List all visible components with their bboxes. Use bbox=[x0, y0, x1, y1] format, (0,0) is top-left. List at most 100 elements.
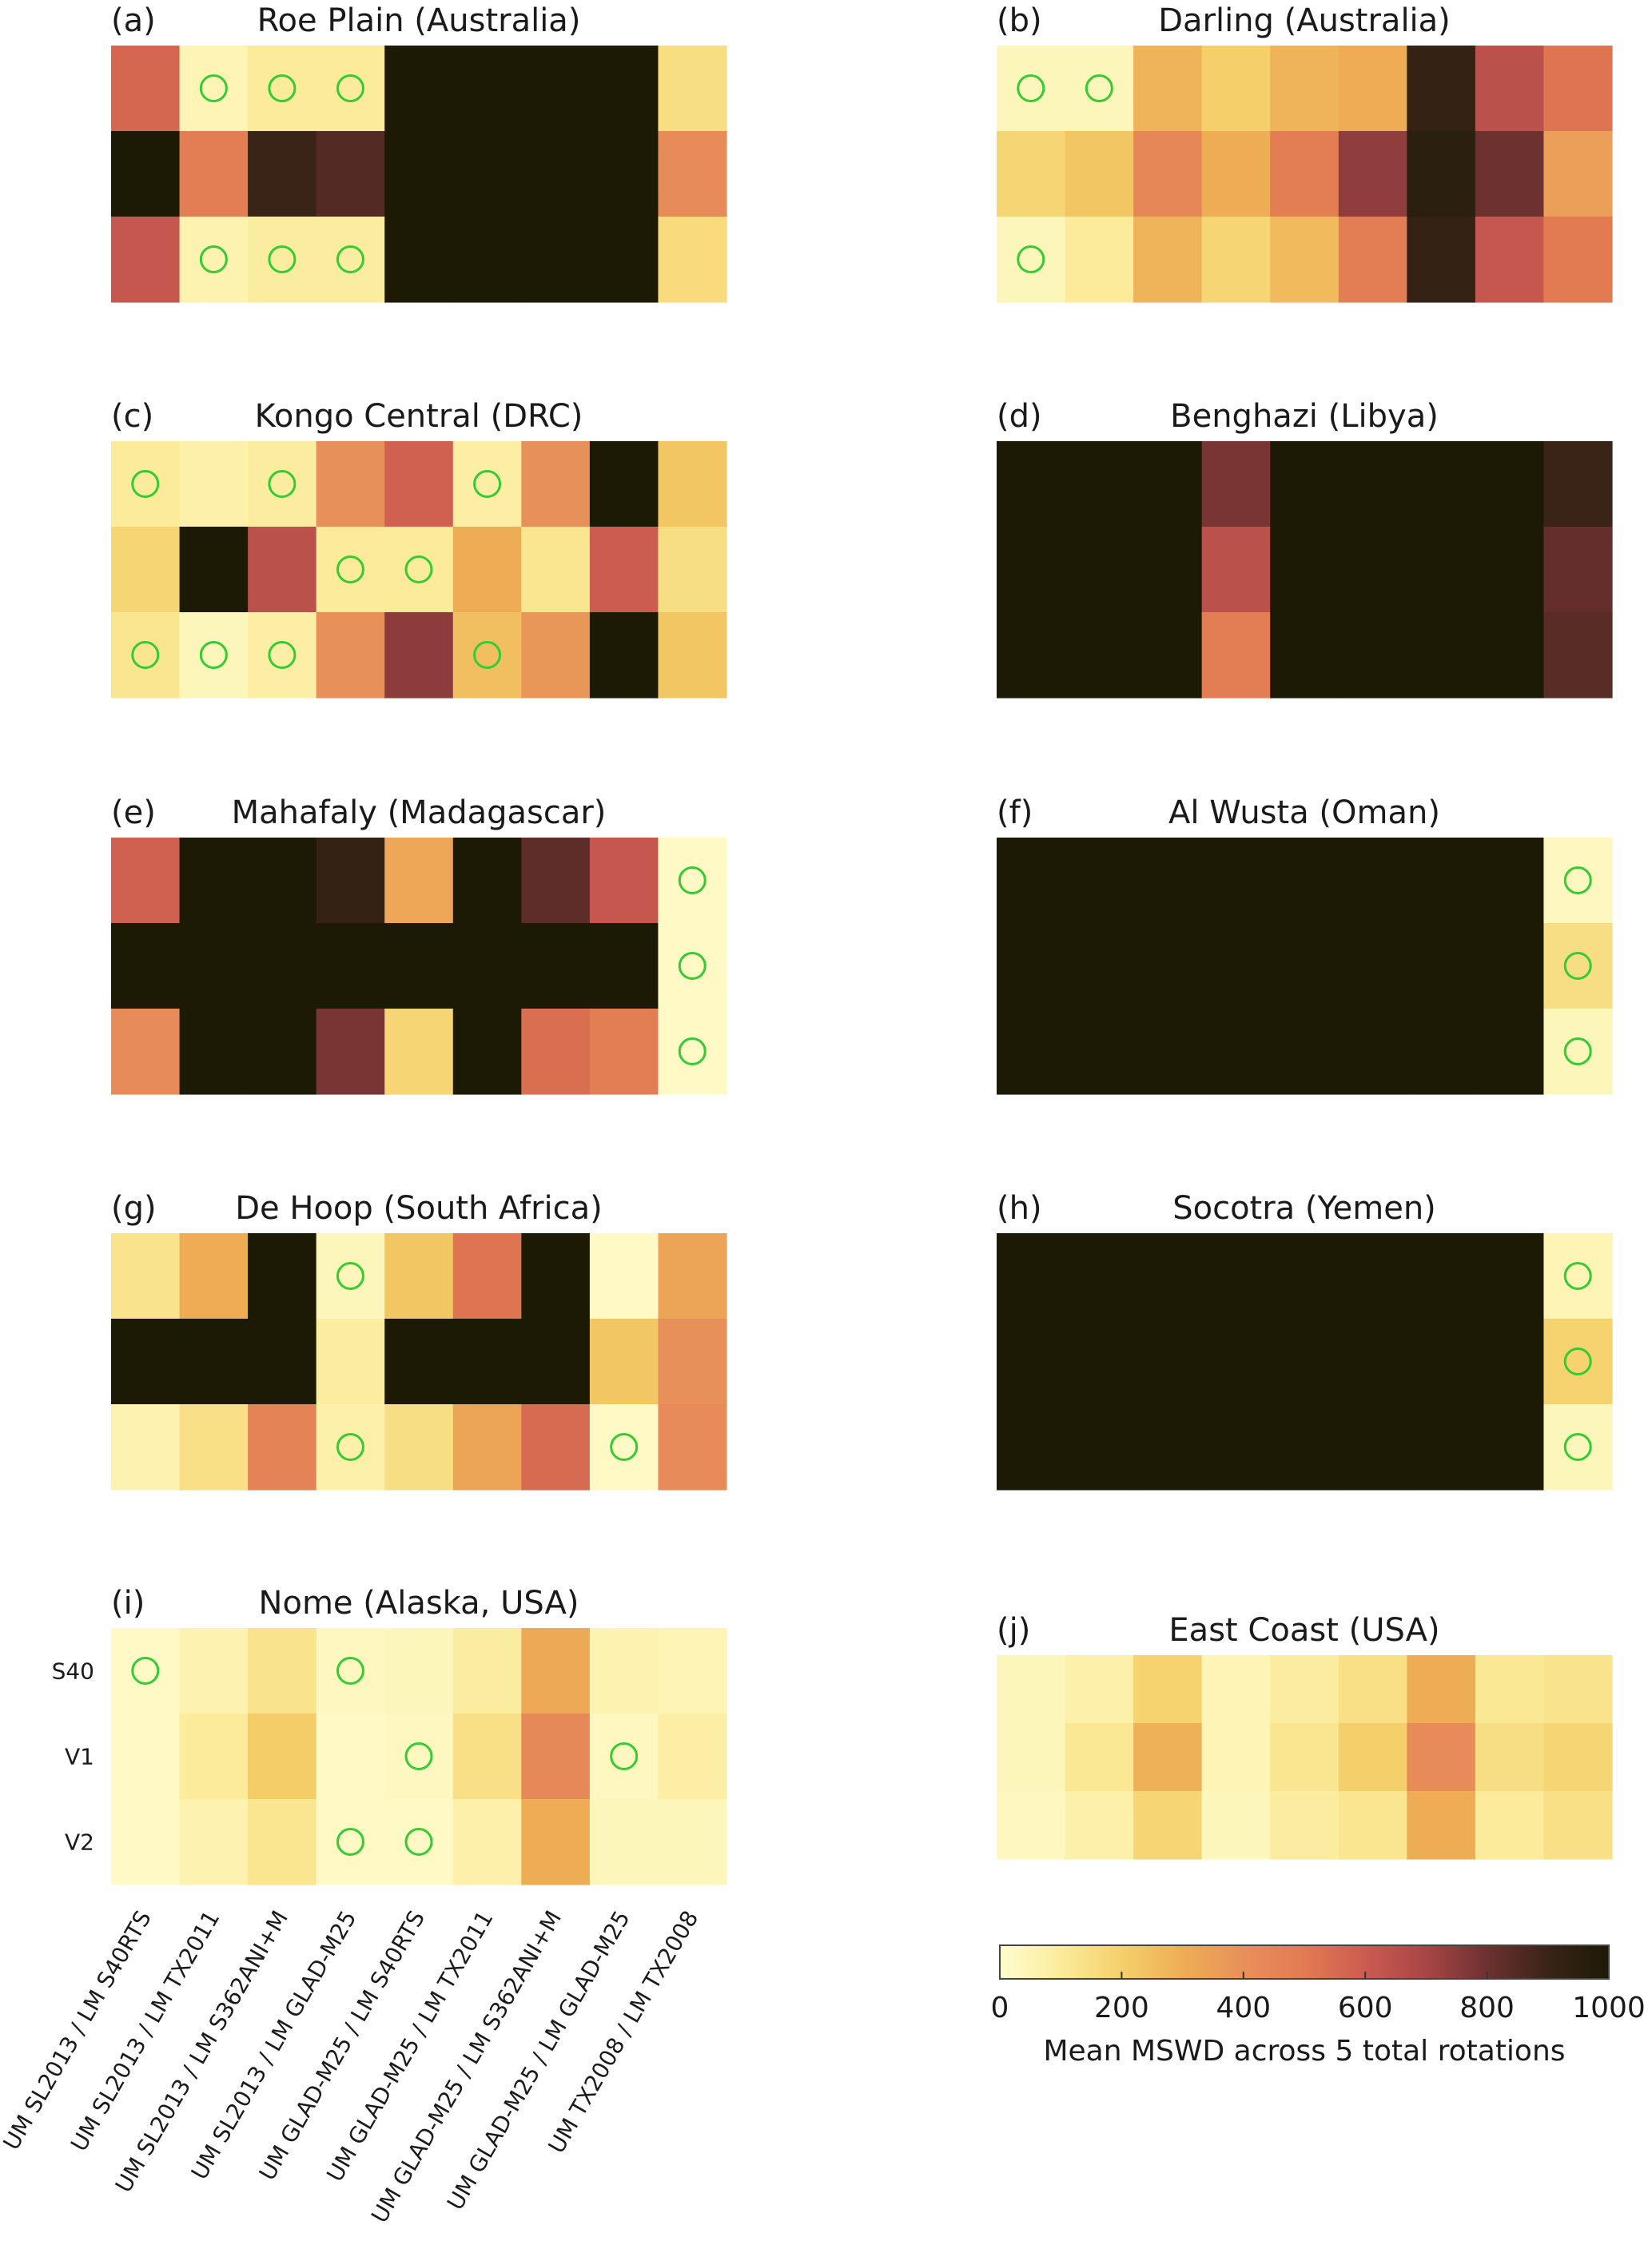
heatmap-cell bbox=[1201, 217, 1271, 303]
heatmap-cell bbox=[997, 131, 1066, 217]
heatmap-cell bbox=[1065, 217, 1134, 303]
heatmap-cell bbox=[1475, 527, 1545, 613]
heatmap-cell bbox=[1475, 1233, 1545, 1320]
heatmap-cell bbox=[589, 923, 659, 1009]
best-fit-marker bbox=[268, 74, 297, 102]
heatmap-cell bbox=[1065, 1404, 1134, 1491]
heatmap-cell bbox=[1065, 441, 1134, 527]
heatmap-cell bbox=[1133, 612, 1203, 699]
best-fit-marker bbox=[199, 641, 228, 669]
panel-label: (a) bbox=[111, 2, 156, 39]
heatmap-cell bbox=[1543, 923, 1613, 1009]
heatmap-cell bbox=[111, 838, 181, 924]
heatmap-cell bbox=[1065, 923, 1134, 1009]
panel-d: (d) Benghazi (Libya) bbox=[997, 398, 1613, 699]
heatmap-cell bbox=[1201, 441, 1271, 527]
heatmap-cell bbox=[384, 1799, 454, 1885]
heatmap-cell bbox=[111, 923, 181, 1009]
heatmap-cell bbox=[1543, 1319, 1613, 1405]
heatmap-cell bbox=[452, 46, 522, 132]
heatmap-cell bbox=[1338, 441, 1407, 527]
heatmap-cell bbox=[1407, 46, 1476, 132]
heatmap-cell bbox=[384, 527, 454, 613]
panel-title: Mahafaly (Madagascar) bbox=[232, 794, 607, 831]
heatmap-cell bbox=[384, 1233, 454, 1320]
heatmap-cell bbox=[111, 1714, 181, 1800]
heatmap-cell bbox=[248, 1404, 317, 1491]
heatmap-cell bbox=[997, 441, 1066, 527]
heatmap-cell bbox=[179, 1714, 249, 1800]
heatmap-cell bbox=[1407, 527, 1476, 613]
best-fit-marker bbox=[131, 1657, 160, 1685]
panel-label: (f) bbox=[997, 794, 1033, 831]
heatmap-cell bbox=[1065, 46, 1134, 132]
colorbar-tick-label: 0 bbox=[991, 1992, 1009, 2024]
heatmap-cell bbox=[179, 1233, 249, 1320]
best-fit-marker bbox=[336, 245, 364, 273]
best-fit-marker bbox=[678, 952, 707, 980]
heatmap-cell bbox=[111, 131, 181, 217]
panel-label: (i) bbox=[111, 1585, 145, 1622]
best-fit-marker bbox=[1563, 1037, 1592, 1065]
heatmap-cell bbox=[1338, 838, 1407, 924]
heatmap-cell bbox=[658, 838, 727, 924]
heatmap-cell bbox=[384, 923, 454, 1009]
heatmap-cell bbox=[248, 1233, 317, 1320]
heatmap-cell bbox=[316, 217, 385, 303]
heatmap-cell bbox=[1065, 131, 1134, 217]
colorbar-tick-label: 200 bbox=[1094, 1992, 1149, 2024]
heatmap-cell bbox=[589, 1319, 659, 1405]
heatmap-cell bbox=[658, 441, 727, 527]
heatmap-cell bbox=[1270, 612, 1340, 699]
heatmap-cell bbox=[111, 1404, 181, 1491]
heatmap-cell bbox=[1543, 1404, 1613, 1491]
heatmap-cell bbox=[658, 923, 727, 1009]
heatmap-cell bbox=[1065, 1723, 1134, 1792]
heatmap-cell bbox=[1338, 46, 1407, 132]
heatmap-cell bbox=[1133, 1009, 1203, 1095]
colorbar: 0 200 400 600 800 1000 bbox=[991, 1944, 1646, 2024]
heatmap-cell bbox=[589, 527, 659, 613]
heatmap-cell bbox=[589, 1233, 659, 1320]
heatmap-cell bbox=[997, 838, 1066, 924]
best-fit-marker bbox=[610, 1742, 639, 1770]
panel-label: (d) bbox=[997, 398, 1042, 435]
heatmap-cell bbox=[316, 46, 385, 132]
heatmap-cell bbox=[521, 923, 591, 1009]
heatmap-cell bbox=[997, 527, 1066, 613]
heatmap-cell bbox=[658, 1233, 727, 1320]
heatmap-cell bbox=[316, 441, 385, 527]
heatmap-cell bbox=[589, 1714, 659, 1800]
heatmap-cell bbox=[658, 527, 727, 613]
heatmap-cell bbox=[1133, 46, 1203, 132]
heatmap-cell bbox=[1270, 441, 1340, 527]
heatmap-cell bbox=[521, 1628, 591, 1714]
heatmap-cell bbox=[316, 612, 385, 699]
best-fit-marker bbox=[610, 1433, 639, 1461]
heatmap-cell bbox=[179, 923, 249, 1009]
best-fit-marker bbox=[1563, 952, 1592, 980]
heatmap-cell bbox=[384, 131, 454, 217]
heatmap-cell bbox=[589, 131, 659, 217]
heatmap-cell bbox=[1338, 1319, 1407, 1405]
heatmap-cell bbox=[1407, 441, 1476, 527]
heatmap-cell bbox=[1338, 1404, 1407, 1491]
heatmap-cell bbox=[1407, 838, 1476, 924]
heatmap-cell bbox=[316, 1009, 385, 1095]
heatmap-cell bbox=[1338, 1655, 1407, 1724]
heatmap-cell bbox=[1270, 527, 1340, 613]
heatmap-cell bbox=[384, 838, 454, 924]
best-fit-marker bbox=[1563, 866, 1592, 894]
heatmap-cell bbox=[1201, 1009, 1271, 1095]
best-fit-marker bbox=[1563, 1347, 1592, 1375]
heatmap-cell bbox=[452, 1714, 522, 1800]
heatmap-cell bbox=[316, 1233, 385, 1320]
panel-title: Darling (Australia) bbox=[1158, 2, 1451, 39]
heatmap-cell bbox=[179, 441, 249, 527]
heatmap-cell bbox=[1270, 1009, 1340, 1095]
heatmap-cell bbox=[589, 612, 659, 699]
heatmap-cell bbox=[1543, 612, 1613, 699]
heatmap-cell bbox=[179, 131, 249, 217]
heatmap-cell bbox=[1543, 217, 1613, 303]
